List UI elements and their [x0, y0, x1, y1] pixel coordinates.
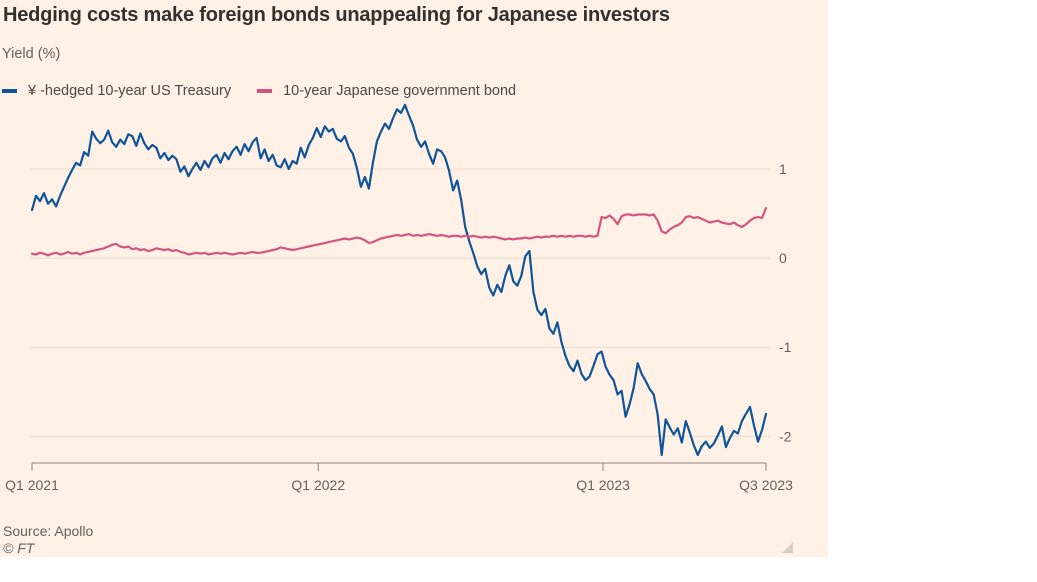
series-line-0: [30, 103, 768, 457]
legend-label-jgb: 10-year Japanese government bond: [283, 83, 517, 99]
x-axis-label: Q1 2022: [291, 477, 345, 493]
ft-chart-card: 1 0 -1 -2 Q1 2021 Q1 2022 Q1 2023 Q3 2023 Hedgi…: [0, 0, 828, 557]
chart-legend: ¥ -hedged 10-year US Treasury 10-year Ja…: [2, 83, 516, 99]
y-axis-label-0: 0: [779, 250, 787, 266]
y-axis-label--2: -2: [779, 428, 792, 444]
legend-item-jgb: 10-year Japanese government bond: [257, 83, 516, 99]
legend-swatch-us-treasury-icon: [2, 89, 17, 93]
chart-title: Hedging costs make foreign bonds unappea…: [3, 4, 670, 26]
x-axis-label: Q3 2023: [739, 477, 793, 493]
source-label: Source: Apollo: [3, 523, 94, 539]
legend-item-us-treasury: ¥ -hedged 10-year US Treasury: [2, 83, 231, 99]
x-axis-label: Q1 2023: [576, 477, 630, 493]
ft-copyright: © FT: [3, 540, 35, 556]
resize-handle-icon: [782, 542, 793, 553]
yield-chart: 1 0 -1 -2 Q1 2021 Q1 2022 Q1 2023 Q3 2023: [5, 103, 793, 553]
x-axis-label: Q1 2021: [5, 477, 59, 493]
y-axis-label--1: -1: [779, 339, 792, 355]
y-axis-label-1: 1: [779, 161, 787, 177]
legend-swatch-jgb-icon: [257, 89, 273, 93]
series-line-1: [30, 207, 768, 257]
chart-y-unit-label: Yield (%): [2, 46, 61, 62]
legend-label-us-treasury: ¥ -hedged 10-year US Treasury: [28, 83, 232, 99]
